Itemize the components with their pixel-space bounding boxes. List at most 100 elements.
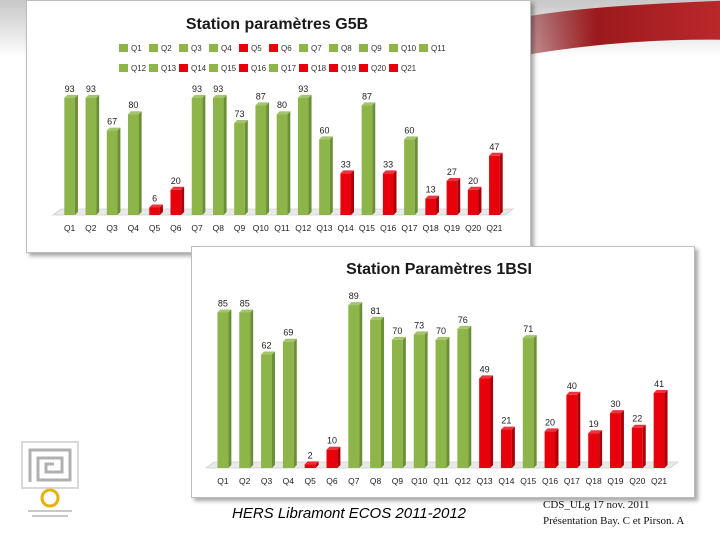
- tick-label: Q20: [465, 223, 481, 233]
- bar-side: [228, 309, 232, 468]
- tick-label: Q8: [370, 476, 382, 486]
- bar-top: [217, 309, 232, 313]
- tick-label: Q15: [359, 223, 375, 233]
- data-label: 80: [277, 100, 287, 110]
- tick-label: Q11: [433, 476, 449, 486]
- bar: [326, 449, 338, 468]
- bar: [500, 429, 512, 468]
- tick-label: Q7: [348, 476, 360, 486]
- bar-top: [588, 430, 603, 434]
- legend-swatch: [299, 64, 308, 72]
- bar-top: [413, 331, 428, 335]
- bar: [191, 97, 203, 215]
- legend-label: Q15: [221, 64, 237, 73]
- tick-label: Q6: [326, 476, 338, 486]
- data-label: 71: [523, 324, 533, 334]
- bar-side: [402, 336, 406, 468]
- legend-label: Q13: [161, 64, 177, 73]
- bar-top: [435, 336, 450, 340]
- legend-label: Q14: [191, 64, 207, 73]
- data-label: 13: [426, 185, 436, 195]
- chart-title: Station Paramètres 1BSI: [346, 261, 532, 278]
- legend-label: Q1: [131, 44, 142, 53]
- data-label: 89: [349, 291, 359, 301]
- legend-label: Q2: [161, 44, 172, 53]
- bar: [370, 319, 382, 468]
- bar: [106, 130, 118, 215]
- tick-label: Q9: [234, 223, 246, 233]
- data-label: 27: [447, 167, 457, 177]
- bar: [457, 328, 469, 468]
- bar-side: [424, 331, 428, 468]
- bar-top: [404, 136, 418, 140]
- tick-label: Q4: [128, 223, 140, 233]
- data-label: 81: [371, 306, 381, 316]
- data-label: 2: [308, 450, 313, 460]
- tick-label: Q20: [629, 476, 645, 486]
- spiral-logo-icon: [21, 441, 79, 517]
- legend-label: Q21: [401, 64, 417, 73]
- bar-top: [276, 111, 291, 115]
- bar: [304, 464, 316, 468]
- bar: [631, 427, 643, 468]
- bar-top: [170, 186, 185, 190]
- data-label: 33: [341, 159, 351, 169]
- bar: [404, 139, 415, 215]
- data-label: 20: [545, 417, 555, 427]
- bar-top: [149, 204, 163, 208]
- bar-side: [138, 111, 142, 215]
- bar-top: [631, 424, 646, 428]
- data-label: 10: [327, 436, 337, 446]
- data-label: 47: [489, 142, 499, 152]
- bar: [261, 354, 272, 468]
- legend-label: Q17: [281, 64, 297, 73]
- tick-label: Q1: [64, 223, 76, 233]
- bar-top: [479, 375, 494, 379]
- chart-panel-g5b: Station paramètres G5B Q1 Q2 Q3 Q4 Q5 Q6 Q7 Q8 Q9…: [26, 0, 531, 253]
- bar: [435, 339, 447, 468]
- bar: [348, 305, 360, 468]
- bar-side: [435, 195, 439, 215]
- bar: [413, 334, 425, 468]
- legend-swatch: [329, 44, 338, 52]
- bar-side: [393, 170, 397, 215]
- bar-top: [212, 94, 227, 98]
- bar-side: [642, 424, 646, 468]
- tick-label: Q7: [191, 223, 203, 233]
- credits-line-1: CDS_ULg 17 nov. 2011: [543, 499, 650, 511]
- data-label: 73: [414, 320, 424, 330]
- legend-swatch: [359, 44, 368, 52]
- legend-swatch: [239, 64, 248, 72]
- data-label: 93: [298, 84, 308, 94]
- chart-panel-1bsi: Station Paramètres 1BSI 85 Q1 85 Q2 62 Q3 69 Q4 2…: [191, 246, 695, 498]
- data-label: 49: [480, 364, 490, 374]
- tick-label: Q8: [213, 223, 225, 233]
- bar-side: [533, 335, 537, 468]
- data-label: 69: [283, 328, 293, 338]
- tick-label: Q12: [295, 223, 311, 233]
- legend-swatch: [389, 44, 398, 52]
- data-label: 20: [468, 176, 478, 186]
- bar: [170, 189, 182, 215]
- legend-swatch: [389, 64, 398, 72]
- bar-side: [329, 136, 333, 215]
- bar: [85, 97, 97, 215]
- data-label: 22: [632, 414, 642, 424]
- bar-top: [297, 94, 312, 98]
- decorative-swoosh: [500, 0, 720, 56]
- legend-label: Q18: [311, 64, 327, 73]
- legend-swatch: [149, 64, 158, 72]
- legend-swatch: [209, 44, 218, 52]
- tick-label: Q18: [423, 223, 439, 233]
- tick-label: Q6: [170, 223, 182, 233]
- tick-label: Q14: [338, 223, 354, 233]
- bar-top: [391, 336, 406, 340]
- bar-side: [315, 461, 319, 468]
- data-label: 73: [235, 109, 245, 119]
- bar-top: [425, 195, 439, 199]
- bar-side: [577, 391, 581, 468]
- bar-top: [191, 94, 206, 98]
- bar-side: [223, 94, 227, 215]
- bar-top: [382, 170, 397, 174]
- bar-top: [446, 177, 461, 181]
